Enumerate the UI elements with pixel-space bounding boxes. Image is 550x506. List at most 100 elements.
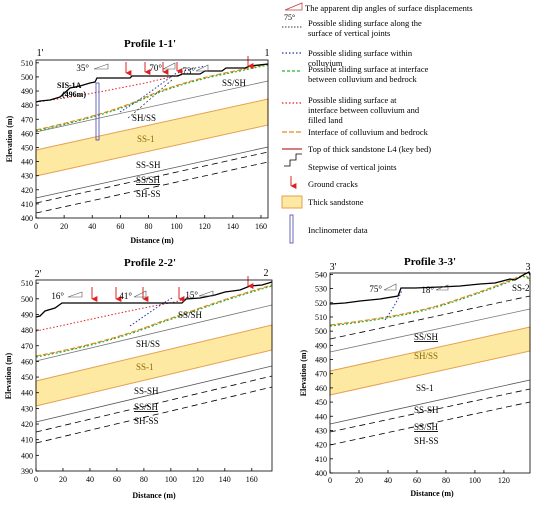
y-axis-tick-label: 460	[21, 357, 33, 366]
profile-1-layer-label: SS/SH	[222, 78, 247, 88]
y-axis-tick-label: 500	[21, 73, 33, 82]
profile-1-layer-label: SH/SS	[132, 113, 156, 123]
y-axis-tick-label: 450	[21, 143, 33, 152]
profile-2-dip-symbol	[133, 290, 147, 298]
y-axis-tick-label: 470	[315, 370, 327, 379]
y-axis-tick-label: 500	[21, 295, 33, 304]
x-axis-tick-label: 140	[227, 222, 239, 231]
profile-2-layer-label: SH-SS	[134, 416, 159, 426]
x-axis-tick-label: 80	[144, 222, 152, 231]
y-axis-tick-label: 440	[315, 412, 327, 421]
y-axis-tick-label: 430	[21, 404, 33, 413]
profile-3-bedding-line-dashed	[329, 295, 531, 340]
profile-2-xlabel: Distance (m)	[132, 491, 176, 500]
x-axis-tick-label: 100	[469, 476, 481, 485]
profile-2-corner-left: 2'	[35, 269, 42, 280]
y-axis-tick-label: 510	[315, 313, 327, 322]
profile-3-layer-label: SH-SS	[414, 436, 439, 446]
profile-2-ground-surface	[35, 281, 273, 318]
profile-3-layer-label: SS-SH	[414, 405, 439, 415]
profile-3-ylabel: Elevation (m)	[299, 349, 308, 396]
profile-1-inclinometer-label: SIS-1A	[57, 81, 82, 90]
profile-2-corner-right: 2	[264, 268, 269, 279]
profile-1-xlabel: Distance (m)	[130, 236, 174, 245]
profile-3-dip-label: 75°	[369, 284, 382, 294]
x-axis-tick-label: 0	[34, 475, 38, 484]
profile-3-colluvium-slip-surface	[384, 289, 403, 321]
x-axis-tick-label: 120	[498, 476, 510, 485]
profile-1-layer-label: SS-1	[137, 134, 155, 144]
profile-1-joint-slip-surface	[127, 79, 173, 119]
legend-label-multiline: Top of thick sandstone L4 (key bed)	[308, 144, 431, 154]
y-axis-tick-label: 510	[21, 59, 33, 68]
x-axis-tick-label: 80	[140, 475, 148, 484]
x-axis-tick-label: 40	[88, 222, 96, 231]
y-axis-tick-label: 410	[21, 200, 33, 209]
profile-1-dip-label: 35°	[76, 63, 89, 73]
profile-1-corner-left: 1'	[37, 48, 44, 59]
y-axis-tick-label: 430	[21, 172, 33, 181]
profile-1-plot-frame	[35, 59, 269, 219]
profile-1-inclinometer-depth: (496m)	[62, 90, 86, 99]
legend-dip-symbol: 75°	[284, 2, 303, 22]
profile-1-ylabel: Elevation (m)	[5, 115, 14, 162]
y-axis-tick-label: 490	[315, 341, 327, 350]
profile-1-x-axis: 0 20 40 60 80 100 120 140 160	[34, 215, 267, 231]
profile-3-colluvium-bedrock-interface	[329, 274, 531, 326]
x-axis-tick-label: 120	[199, 222, 211, 231]
profile-2-layer-label: SH/SS	[136, 339, 160, 349]
profile-2-bedrock-slip-surface	[35, 285, 273, 358]
profile-3-title: Profile 3-3'	[404, 256, 456, 268]
profile-2-dip-label: 16°	[51, 291, 64, 301]
profile-3-plot-frame	[329, 272, 531, 474]
y-axis-tick-label: 450	[315, 398, 327, 407]
legend-label-multiline: Interface of colluvium and bedrock	[308, 127, 429, 137]
x-axis-tick-label: 160	[246, 475, 258, 484]
profile-3-layer-label: SS-2	[512, 283, 530, 293]
profile-2-ylabel: Elevation (m)	[4, 352, 13, 399]
legend-label-multiline: Possible sliding surface at interface bet…	[308, 64, 429, 84]
y-axis-tick-label: 490	[21, 310, 33, 319]
profile-3-x-axis: 0 20 40 60 80 100 120	[328, 470, 510, 485]
profile-2-geology	[35, 276, 273, 444]
y-axis-tick-label: 400	[315, 469, 327, 478]
profile-2-bedding-line	[35, 365, 273, 423]
profile-2-layer-label: SS/SH	[134, 402, 159, 412]
y-axis-tick-label: 450	[21, 373, 33, 382]
legend-label-multiline: Ground cracks	[308, 179, 358, 189]
y-axis-tick-label: 530	[315, 285, 327, 294]
legend-label-multiline: Possible sliding surface along the surfac…	[308, 18, 422, 38]
profile-2-title: Profile 2-2'	[124, 257, 176, 269]
profile-1-geology	[35, 56, 269, 214]
y-axis-tick-label: 390	[21, 467, 33, 476]
x-axis-tick-label: 60	[413, 476, 421, 485]
y-axis-tick-label: 490	[21, 87, 33, 96]
x-axis-tick-label: 40	[86, 475, 94, 484]
y-axis-tick-label: 420	[21, 420, 33, 429]
profile-1-dip-label: 70°	[149, 63, 162, 73]
profile-1-dip-symbol	[195, 64, 209, 72]
profile-2-colluvium-slip-surface	[129, 297, 173, 327]
profile-3-y-axis: 400 410 420 430 440 450 460 470 480 490 500 510 520 5…	[315, 270, 333, 478]
profile-2-layer-label: SS-1	[136, 362, 154, 372]
y-axis-tick-label: 420	[21, 186, 33, 195]
legend-stepwise-joint-symbol	[284, 153, 302, 167]
profile-3-panel: Profile 3-3' 3' 3 Elevation (m) Distance…	[299, 256, 531, 498]
profile-2-layer-label: SS-SH	[134, 386, 159, 396]
y-axis-tick-label: 480	[21, 101, 33, 110]
profile-3-bedding-line	[329, 379, 531, 425]
profile-3-layer-label: SH/SS	[414, 351, 438, 361]
profile-3-xlabel: Distance (m)	[410, 489, 454, 498]
profile-1-dip-label: 73°	[182, 66, 195, 76]
y-axis-tick-label: 410	[315, 455, 327, 464]
legend-label-multiline: Thick sandstone	[308, 197, 364, 207]
x-axis-tick-label: 20	[59, 475, 67, 484]
profile-1-dip-symbol	[162, 62, 176, 70]
profile-2-dip-symbol	[67, 291, 83, 298]
profile-2-dip-label: 15°	[185, 290, 198, 300]
profile-2-layer-label: SS/SH	[178, 310, 203, 320]
y-axis-tick-label: 430	[315, 426, 327, 435]
legend: 75° The apparent dip angles of surface d…	[281, 2, 473, 244]
legend-label-multiline: Possible sliding surface within colluvium	[308, 48, 413, 68]
